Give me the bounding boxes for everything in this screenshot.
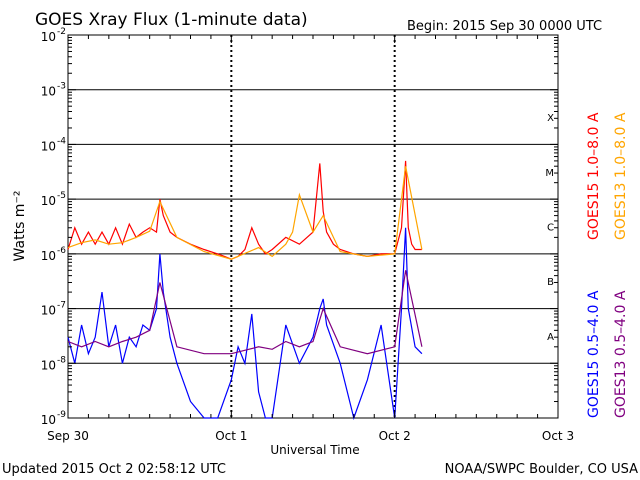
y-tick-base: 10 (41, 413, 56, 427)
y-tick-exponent: -3 (57, 82, 66, 92)
x-axis-label: Universal Time (270, 443, 359, 457)
y-tick: 10 -2 (41, 27, 558, 74)
y-tick-base: 10 (41, 139, 56, 153)
y-tick-base: 10 (41, 85, 56, 99)
legend-entry: GOES15 1.0–8.0 A (586, 112, 602, 240)
y-axis-ticks: 10-210-310-410-510-610-710-810-9 (41, 27, 558, 427)
series-line (67, 227, 423, 421)
y-tick: 10 -5 (41, 191, 558, 238)
x-tick-label: Oct 1 (215, 429, 247, 443)
y-tick-exponent: -9 (57, 410, 66, 420)
series-line (67, 270, 423, 355)
y-tick-base: 10 (41, 304, 56, 318)
y-axis-label: Watts m⁻² (12, 191, 28, 262)
y-tick-exponent: -7 (57, 301, 66, 311)
series-line (67, 166, 423, 260)
y-tick-base: 10 (41, 358, 56, 372)
legend-entry: GOES13 0.5–4.0 A (613, 290, 629, 418)
y-tick: 10 -9 (41, 410, 558, 427)
flare-class-label: C (547, 223, 554, 234)
y-tick: 10 -8 (41, 355, 558, 403)
chart-title: GOES Xray Flux (1-minute data) (35, 10, 308, 30)
x-tick-label: Oct 3 (542, 429, 574, 443)
y-tick-exponent: -6 (57, 246, 66, 256)
legend-entry: GOES13 1.0–8.0 A (613, 112, 629, 240)
series-layer (67, 160, 423, 421)
footer-updated: Updated 2015 Oct 2 02:58:12 UTC (2, 462, 226, 477)
y-tick-base: 10 (41, 249, 56, 263)
y-tick: 10 -3 (41, 82, 558, 129)
flare-class-labels: X M C B A (545, 113, 554, 343)
flare-class-label: X (547, 113, 554, 124)
y-tick-base: 10 (41, 30, 56, 44)
y-tick-exponent: -2 (57, 27, 66, 37)
y-tick-exponent: -5 (57, 191, 66, 201)
grid-lines (68, 89, 558, 364)
y-tick: 10 -7 (41, 301, 558, 348)
y-tick: 10 -6 (41, 246, 558, 293)
y-tick: 10 -4 (41, 136, 558, 184)
footer-credit: NOAA/SWPC Boulder, CO USA (445, 462, 638, 477)
flare-class-label: A (547, 332, 554, 343)
y-tick-exponent: -8 (57, 355, 66, 365)
begin-label: Begin: 2015 Sep 30 0000 UTC (407, 19, 602, 34)
y-tick-exponent: -4 (57, 136, 66, 146)
legend-entry: GOES15 0.5–4.0 A (586, 290, 602, 418)
plot-area: 10-210-310-410-510-610-710-810-9 Sep 30 O… (41, 27, 574, 443)
x-tick-label: Sep 30 (47, 429, 89, 443)
y-tick-base: 10 (41, 194, 56, 208)
x-axis-ticks: Sep 30 Oct 1 Oct 2 Oct 3 (47, 35, 574, 443)
flare-class-label: M (545, 168, 554, 179)
flare-class-label: B (547, 277, 554, 288)
x-tick-label: Oct 2 (379, 429, 411, 443)
day-divider-lines (230, 35, 396, 418)
legend: GOES15 1.0–8.0 A GOES13 1.0–8.0 A GOES15 0… (586, 112, 629, 418)
